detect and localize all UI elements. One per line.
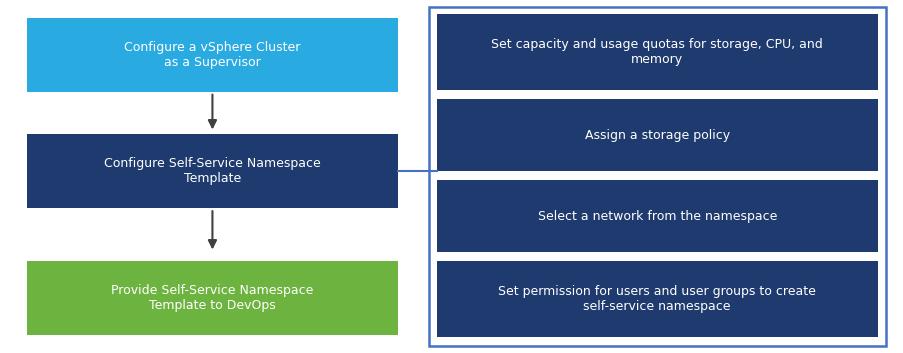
Text: Configure Self-Service Namespace
Template: Configure Self-Service Namespace Templat…: [104, 157, 321, 185]
Text: Assign a storage policy: Assign a storage policy: [584, 128, 729, 142]
Bar: [27, 261, 397, 335]
Text: Select a network from the namespace: Select a network from the namespace: [537, 210, 776, 223]
Text: Set capacity and usage quotas for storage, CPU, and
memory: Set capacity and usage quotas for storag…: [491, 38, 822, 66]
Text: Configure a vSphere Cluster
as a Supervisor: Configure a vSphere Cluster as a Supervi…: [124, 41, 301, 69]
Bar: [27, 18, 397, 92]
Bar: [436, 14, 877, 90]
Bar: [429, 7, 885, 346]
Text: Provide Self-Service Namespace
Template to DevOps: Provide Self-Service Namespace Template …: [111, 284, 313, 312]
Bar: [436, 180, 877, 252]
Text: Set permission for users and user groups to create
self-service namespace: Set permission for users and user groups…: [498, 285, 815, 313]
Bar: [436, 99, 877, 171]
Bar: [436, 261, 877, 337]
Bar: [27, 134, 397, 208]
